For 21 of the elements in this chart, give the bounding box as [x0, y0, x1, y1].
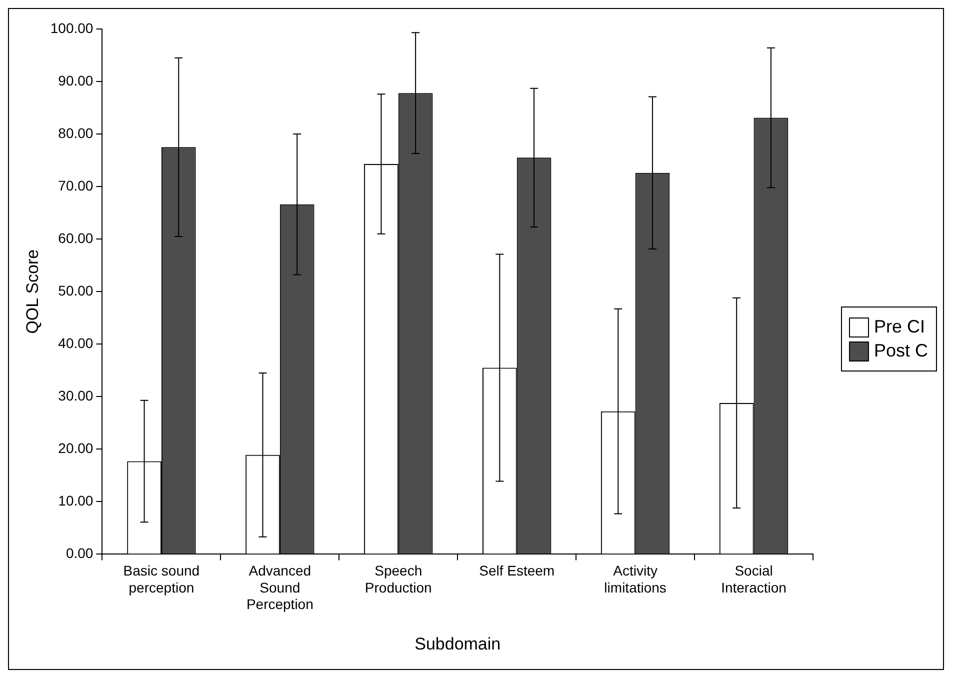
x-tick-label: Self Esteem [479, 562, 555, 578]
y-tick-label: 70.00 [58, 177, 94, 194]
legend-label: Pre CI [874, 316, 925, 338]
y-tick-label: 20.00 [58, 440, 94, 456]
x-tick-label: Basic sound perception [123, 562, 200, 596]
y-tick-label: 90.00 [58, 72, 94, 88]
x-tick-label: Social Interaction [721, 562, 786, 596]
y-tick-label: 30.00 [58, 388, 94, 404]
x-tick-label: Advanced Sound Perception [246, 562, 314, 612]
x-axis-title: Subdomain [414, 634, 501, 654]
y-axis-title: QOL Score [22, 249, 42, 334]
y-tick-label: 50.00 [58, 282, 94, 298]
y-tick-label: 40.00 [58, 334, 94, 351]
legend-label: Post C [874, 340, 928, 362]
x-tick-label: Activity limitations [604, 562, 666, 596]
y-tick-label: 0.00 [66, 545, 94, 562]
y-tick-label: 10.00 [58, 492, 94, 509]
x-tick-label: Speech Production [364, 562, 432, 596]
y-tick-label: 100.00 [50, 20, 94, 36]
y-tick-label: 60.00 [58, 230, 94, 246]
y-tick-label: 80.00 [58, 124, 94, 141]
